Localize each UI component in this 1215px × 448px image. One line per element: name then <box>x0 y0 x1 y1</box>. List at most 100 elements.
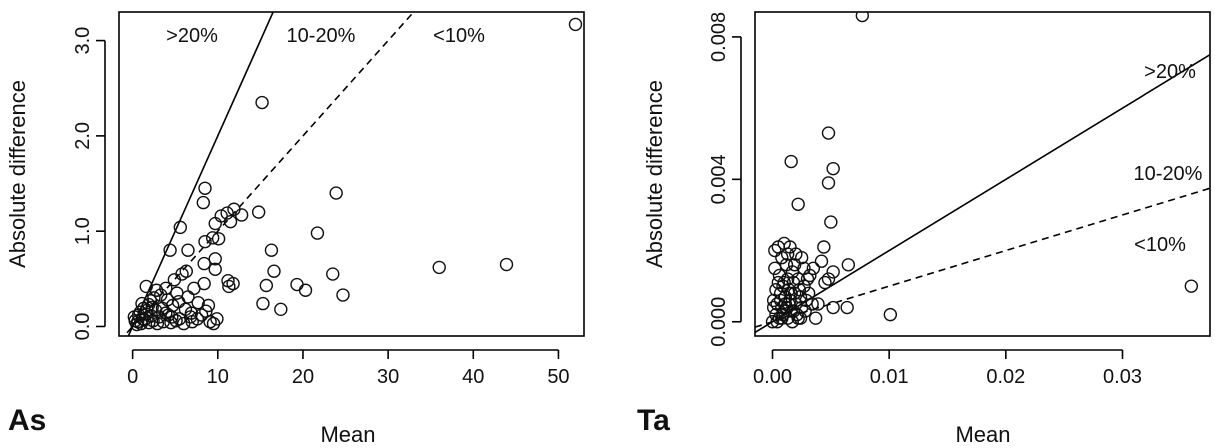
data-point <box>196 195 211 210</box>
region-label-10-20: 10-20% <box>1134 163 1203 185</box>
data-point <box>208 262 222 276</box>
x-tick-label: 0.00 <box>753 366 792 388</box>
data-point <box>824 215 838 229</box>
data-point <box>787 258 802 272</box>
region-label-lt10: <10% <box>1134 234 1186 256</box>
reference-lines <box>123 12 415 336</box>
data-point <box>206 316 221 331</box>
region-label-gt20: >20% <box>166 25 218 47</box>
data-point <box>768 243 782 258</box>
panel-ta: 0.00 0.01 0.02 0.03 0.000 0.004 0.008 >20% 10… <box>637 11 1211 447</box>
data-point <box>806 261 821 276</box>
data-point <box>264 243 279 257</box>
x-tick-label: 40 <box>462 366 484 388</box>
data-point <box>181 243 195 257</box>
data-point <box>798 304 812 318</box>
data-point <box>194 308 209 322</box>
region-label-lt10: <10% <box>433 25 485 47</box>
data-point <box>205 231 220 245</box>
data-point <box>208 216 222 231</box>
data-point <box>336 288 350 302</box>
y-tick-label: 0.004 <box>708 154 730 204</box>
data-point <box>149 283 164 297</box>
data-point <box>855 12 870 23</box>
data-point <box>220 206 234 220</box>
data-point <box>791 197 805 211</box>
data-point <box>817 240 831 254</box>
x-axis-title: Mean <box>320 422 375 447</box>
data-point <box>198 234 212 249</box>
data-point <box>771 275 786 290</box>
data-point <box>780 247 795 261</box>
y-tick-label: 2.0 <box>72 122 94 150</box>
data-point <box>792 283 807 297</box>
y-axis-title: Absolute difference <box>5 80 30 268</box>
data-point <box>784 286 798 300</box>
data-point <box>826 300 840 315</box>
data-point <box>146 314 160 328</box>
data-point <box>199 304 213 318</box>
data-points <box>765 12 1199 329</box>
data-point <box>163 243 177 257</box>
data-point <box>154 288 168 302</box>
reference-line <box>755 54 1210 334</box>
data-point <box>256 296 270 311</box>
data-point <box>840 300 854 315</box>
data-point <box>766 300 781 315</box>
data-point <box>274 302 288 317</box>
data-point <box>173 220 188 235</box>
data-point <box>821 126 836 140</box>
x-axis-title: Mean <box>955 422 1010 447</box>
data-point <box>765 315 780 329</box>
data-point <box>310 226 325 240</box>
data-point <box>821 176 836 190</box>
data-point <box>770 315 784 329</box>
data-point <box>782 297 796 311</box>
y-tick-label: 0.000 <box>708 297 730 347</box>
x-tick-label: 30 <box>377 366 399 388</box>
y-tick-label: 0.0 <box>72 313 94 341</box>
data-point <box>222 279 236 294</box>
plot-frame <box>118 11 585 337</box>
data-point <box>171 294 186 309</box>
data-point <box>191 295 205 310</box>
data-point <box>793 311 808 325</box>
data-point <box>1184 279 1199 293</box>
data-point <box>165 310 179 324</box>
data-point <box>211 232 226 246</box>
x-tick-label: 0.01 <box>870 366 909 388</box>
data-point <box>432 260 446 275</box>
data-point <box>251 205 266 219</box>
data-point <box>290 277 304 292</box>
data-point <box>150 316 165 331</box>
data-points <box>127 17 583 332</box>
x-axis: 0 10 20 30 40 50 <box>127 349 570 388</box>
data-point <box>784 154 798 169</box>
data-point <box>775 311 789 325</box>
reference-lines <box>755 54 1210 334</box>
x-tick-label: 0.03 <box>1103 366 1142 388</box>
x-tick-label: 0 <box>127 366 138 388</box>
x-axis: 0.00 0.01 0.02 0.03 <box>753 349 1142 388</box>
data-point <box>197 256 211 271</box>
data-point <box>267 264 281 278</box>
region-label-10-20: 10-20% <box>287 25 356 47</box>
data-point <box>208 252 222 266</box>
data-point <box>326 267 340 281</box>
panel-label: As <box>8 404 46 437</box>
data-point <box>800 272 815 286</box>
data-point <box>226 276 240 291</box>
data-point <box>841 258 856 272</box>
data-point <box>805 297 819 311</box>
x-tick-label: 50 <box>547 366 569 388</box>
data-point <box>259 278 274 293</box>
x-tick-label: 20 <box>292 366 314 388</box>
panel-label: Ta <box>637 404 670 437</box>
data-point <box>179 264 193 278</box>
data-point <box>184 306 199 320</box>
data-point <box>808 311 823 325</box>
data-point <box>255 95 269 110</box>
data-point <box>568 17 583 32</box>
reference-line <box>123 12 415 336</box>
